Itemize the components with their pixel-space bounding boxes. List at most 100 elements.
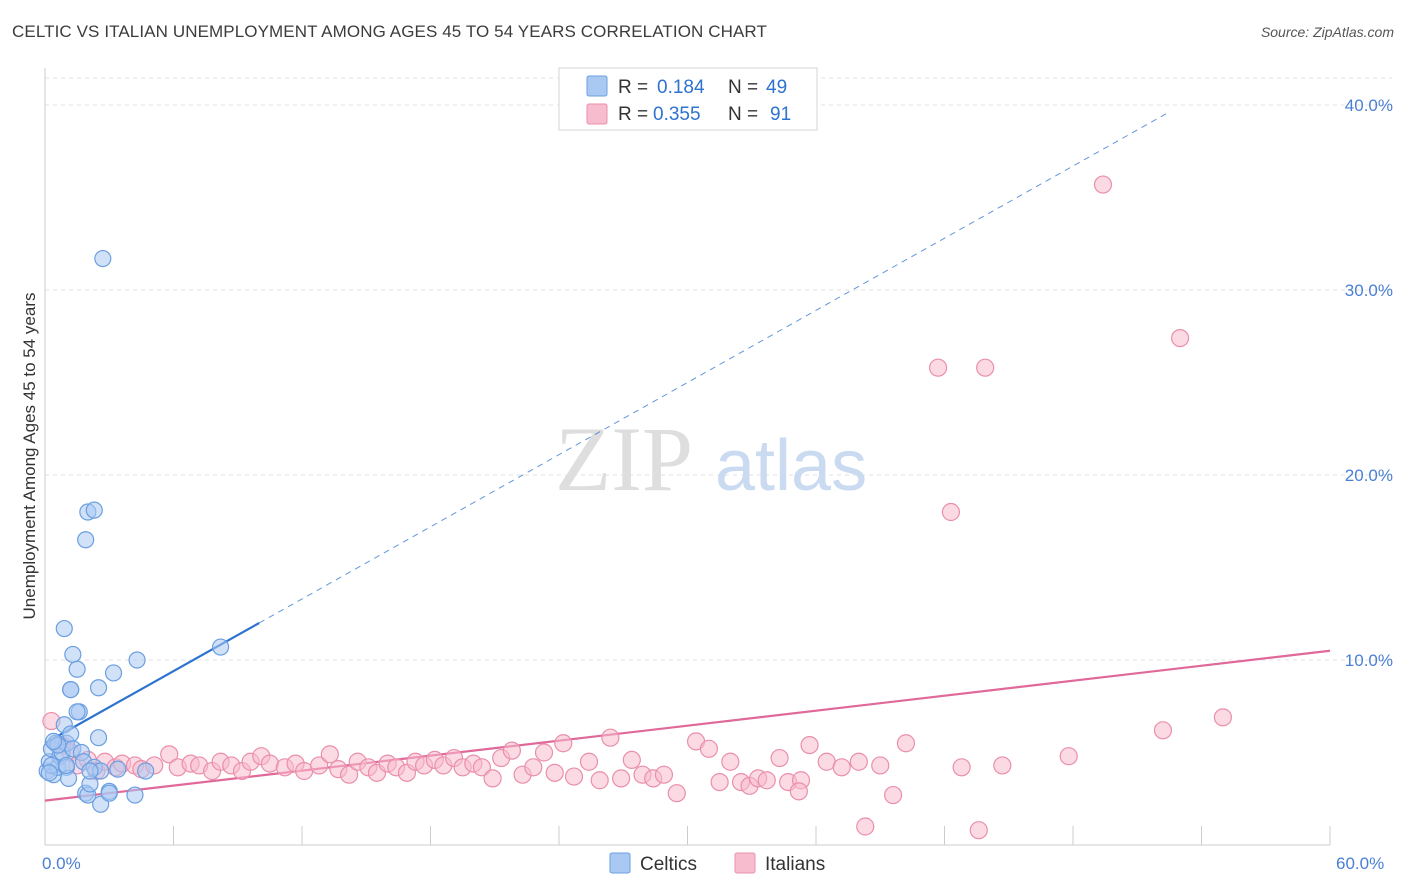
celtic-point <box>85 501 103 519</box>
bottom-legend-swatch-celtic <box>609 852 631 874</box>
celtic-trend-line <box>44 622 260 745</box>
italian-point <box>554 734 573 753</box>
x-tick-label-max: 60.0% <box>1336 854 1384 873</box>
italian-point <box>993 756 1012 775</box>
celtic-point <box>89 729 108 747</box>
celtic-points <box>38 249 230 813</box>
celtic-point <box>68 660 86 678</box>
celtic-point <box>109 760 127 778</box>
italian-point <box>1059 747 1078 766</box>
celtic-point <box>44 732 63 751</box>
y-tick-label: 20.0% <box>1345 466 1393 485</box>
italian-point <box>800 735 819 755</box>
watermark-atlas: atlas <box>715 426 867 506</box>
celtic-point <box>100 784 118 802</box>
italian-point <box>667 784 686 803</box>
y-tick-labels: 10.0% 20.0% 30.0% 40.0% <box>1345 96 1393 670</box>
italian-point <box>721 752 740 771</box>
y-tick-label: 40.0% <box>1345 96 1393 115</box>
legend-swatch-italian <box>586 103 608 125</box>
celtic-point <box>81 762 99 780</box>
italian-point <box>871 756 890 775</box>
italian-point <box>710 772 729 792</box>
celtic-point <box>55 619 73 638</box>
legend-n-label-celtic: N = <box>728 77 758 98</box>
legend-bottom: Celtics Italians <box>609 852 825 875</box>
italian-point <box>483 769 502 788</box>
italian-point <box>757 771 776 790</box>
celtic-point <box>62 680 80 699</box>
italian-point <box>590 771 609 790</box>
celtic-point <box>128 651 146 669</box>
celtic-point <box>89 679 108 697</box>
y-tick-label: 10.0% <box>1345 651 1393 670</box>
legend-r-label-italian: R = <box>618 104 648 125</box>
celtic-point <box>126 786 144 804</box>
legend-r-label-celtic: R = <box>618 77 648 98</box>
italian-point <box>770 748 789 768</box>
italian-point <box>502 741 521 760</box>
italian-point <box>160 745 179 764</box>
bottom-legend-label-italian: Italians <box>765 854 825 875</box>
legend-r-value-italian: 0.355 <box>653 104 701 125</box>
italian-point <box>1213 708 1233 727</box>
legend-n-label-italian: N = <box>728 104 758 125</box>
celtic-point <box>212 638 230 656</box>
celtic-trend-extension <box>258 111 1170 624</box>
italian-point <box>976 358 995 377</box>
italian-point <box>310 756 329 775</box>
italian-point <box>612 769 631 788</box>
celtic-point <box>57 756 76 775</box>
italian-point <box>654 765 674 784</box>
italian-point <box>928 358 948 377</box>
legend-r-value-celtic: 0.184 <box>657 77 705 98</box>
italian-point <box>260 754 279 773</box>
italian-point <box>340 765 359 784</box>
italian-point <box>524 758 543 777</box>
celtic-point <box>104 664 123 682</box>
legend-swatch-celtic <box>586 75 608 97</box>
italian-point <box>601 728 620 747</box>
italian-point <box>472 758 491 777</box>
italian-point <box>856 817 875 836</box>
x-tick-label-min: 0.0% <box>42 854 81 873</box>
legend-n-value-italian: 91 <box>770 104 791 125</box>
italian-point <box>789 782 808 801</box>
celtic-point <box>94 249 112 268</box>
italian-point <box>849 752 868 771</box>
italian-point <box>1170 329 1190 348</box>
chart-title: CELTIC VS ITALIAN UNEMPLOYMENT AMONG AGE… <box>12 22 767 41</box>
italian-trend-line <box>44 649 1331 802</box>
italian-point <box>1093 175 1113 194</box>
italian-point <box>896 734 916 753</box>
watermark-zip: ZIP <box>555 408 693 510</box>
celtic-point <box>68 703 86 721</box>
source-credit: Source: ZipAtlas.com <box>1260 24 1394 40</box>
legend-top: R = 0.184 N = 49 R = 0.355 N = 91 <box>558 67 818 131</box>
bottom-legend-swatch-italian <box>734 852 756 874</box>
italian-point <box>564 767 584 786</box>
italian-point <box>1153 721 1173 740</box>
italian-point <box>622 750 641 770</box>
y-tick-label: 30.0% <box>1345 281 1393 300</box>
celtic-point <box>137 762 155 780</box>
watermark: ZIP atlas <box>555 408 867 510</box>
italian-point <box>832 758 851 777</box>
gridlines <box>45 77 1392 661</box>
italian-point <box>320 745 339 764</box>
italian-point <box>579 752 599 771</box>
legend-n-value-celtic: 49 <box>766 77 787 98</box>
celtic-point <box>62 725 80 743</box>
italian-point <box>883 785 903 805</box>
italian-point <box>969 821 988 840</box>
italian-point <box>699 739 719 758</box>
italian-point <box>952 758 971 777</box>
bottom-legend-label-celtic: Celtics <box>640 854 697 875</box>
italian-point <box>545 763 564 782</box>
italian-points <box>42 175 1233 840</box>
celtic-point <box>64 645 82 664</box>
celtic-point <box>77 531 95 549</box>
celtic-point <box>40 764 58 782</box>
italian-point <box>534 743 554 762</box>
